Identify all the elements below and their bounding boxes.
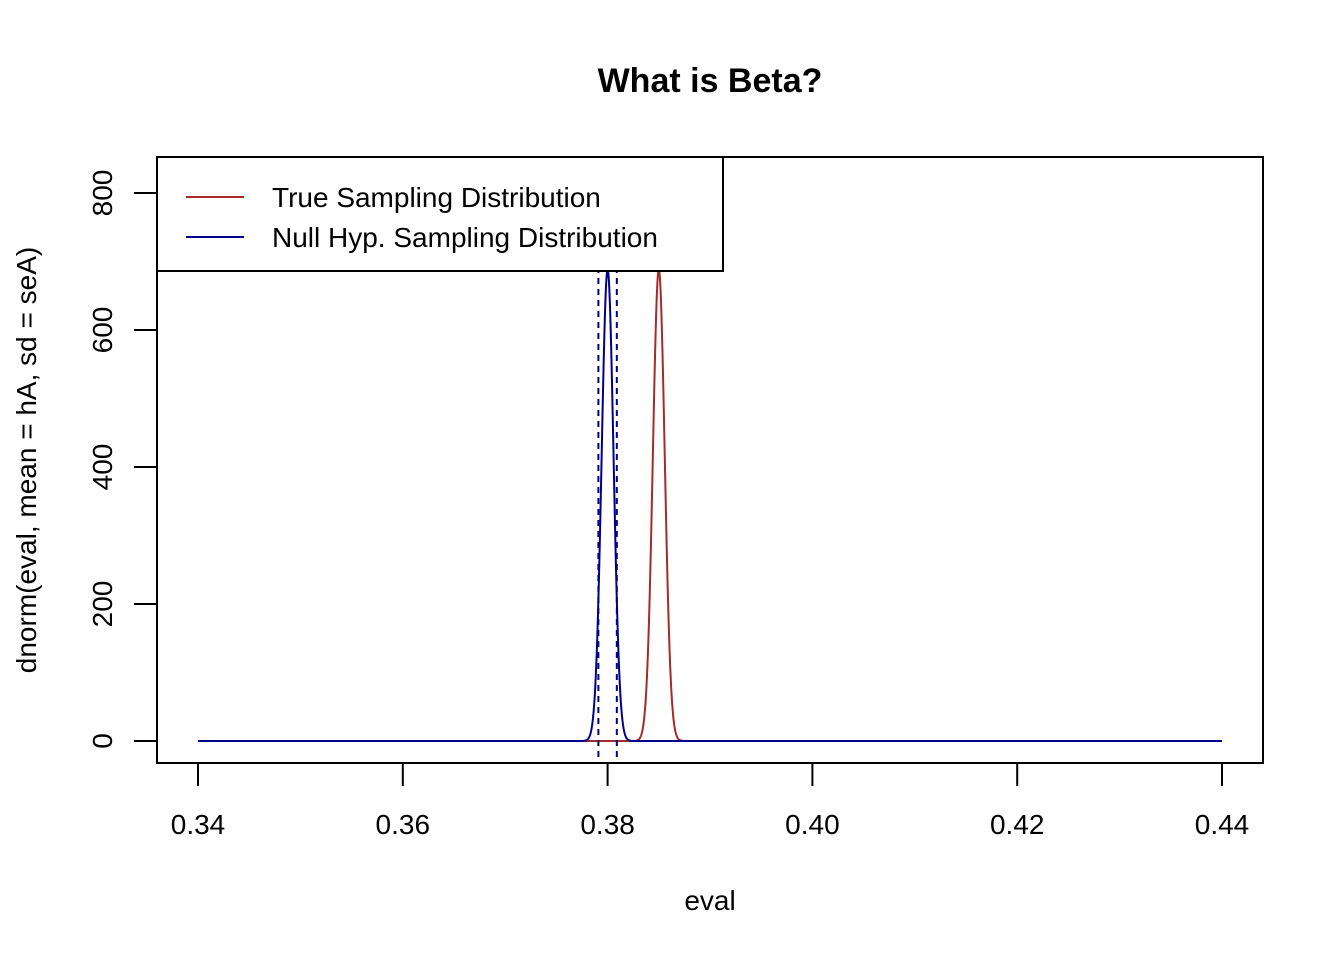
y-axis: 0 200 400 600 800 [87, 170, 158, 749]
x-tick-label: 0.40 [785, 809, 840, 840]
x-tick-label: 0.42 [990, 809, 1045, 840]
y-axis-label: dnorm(eval, mean = hA, sd = seA) [11, 247, 42, 673]
x-tick-label: 0.44 [1195, 809, 1250, 840]
y-tick-label: 200 [87, 581, 118, 628]
chart-title: What is Beta? [598, 62, 823, 100]
y-tick-label: 400 [87, 444, 118, 491]
legend: True Sampling Distribution Null Hyp. Sam… [156, 156, 724, 272]
curves-layer [198, 268, 1222, 742]
legend-box [156, 156, 724, 272]
y-tick-label: 600 [87, 307, 118, 354]
legend-label-true: True Sampling Distribution [272, 182, 601, 213]
legend-label-null: Null Hyp. Sampling Distribution [272, 222, 658, 253]
series-line-1 [198, 268, 1222, 742]
x-axis: 0.34 0.36 0.38 0.40 0.42 0.44 [171, 762, 1250, 840]
x-tick-label: 0.34 [171, 809, 226, 840]
y-tick-label: 0 [87, 733, 118, 749]
series-line-0 [198, 268, 1222, 742]
y-tick-label: 800 [87, 170, 118, 217]
x-tick-label: 0.36 [376, 809, 431, 840]
x-axis-label: eval [684, 885, 735, 916]
x-tick-label: 0.38 [580, 809, 635, 840]
